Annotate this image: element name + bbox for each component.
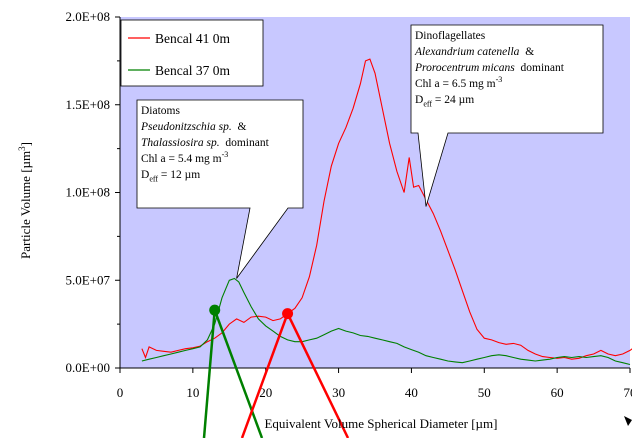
y-tick-label: 0.0E+00 <box>65 360 110 375</box>
dino-chl-text: Chl a = 6.5 mg m <box>415 78 496 90</box>
diatoms-deff: Deff = 12 µm <box>141 167 269 183</box>
legend-label: Bencal 41 0m <box>155 31 230 46</box>
diatoms-annotation: Diatoms Pseudonitzschia sp. & Thalassios… <box>141 103 269 183</box>
diatoms-chl-sup: -3 <box>222 150 229 159</box>
dino-deff: Deff = 24 µm <box>415 92 564 108</box>
y-tick-label: 1.0E+08 <box>65 185 110 200</box>
diatoms-dominant: dominant <box>225 137 268 149</box>
x-tick-label: 40 <box>405 385 418 400</box>
diatoms-species-line-1: Pseudonitzschia sp. & <box>141 119 269 135</box>
diatoms-species-2: Thalassiosira sp. <box>141 137 220 149</box>
x-tick-label: 0 <box>117 385 124 400</box>
diatoms-chl-text: Chl a = 5.4 mg m <box>141 153 222 165</box>
y-axis-label: Particle Volume [µm3] <box>17 142 33 259</box>
diatoms-species-line-2: Thalassiosira sp. dominant <box>141 135 269 151</box>
dino-deff-sub: eff <box>423 99 432 108</box>
diatoms-chl: Chl a = 5.4 mg m-3 <box>141 151 269 167</box>
dino-amp: & <box>525 46 534 58</box>
x-tick-label: 30 <box>332 385 345 400</box>
diatoms-amp: & <box>237 121 246 133</box>
diatoms-species-1: Pseudonitzschia sp. <box>141 121 232 133</box>
dino-deff-value: = 24 µm <box>432 94 474 106</box>
dino-species-line-2: Prorocentrum micans dominant <box>415 60 564 76</box>
x-tick-label: 70 <box>624 385 632 400</box>
x-tick-label: 50 <box>478 385 491 400</box>
legend-label: Bencal 37 0m <box>155 63 230 78</box>
y-tick-label: 1.5E+08 <box>65 97 110 112</box>
corner-arrow-icon <box>624 416 632 426</box>
diatoms-deff-sub: eff <box>149 174 158 183</box>
dino-dominant: dominant <box>521 62 564 74</box>
dino-chl-sup: -3 <box>496 75 503 84</box>
x-tick-label: 60 <box>551 385 564 400</box>
y-tick-label: 2.0E+08 <box>65 9 110 24</box>
y-axis-label-end: ] <box>18 142 33 146</box>
dino-chl: Chl a = 6.5 mg m-3 <box>415 76 564 92</box>
x-tick-label: 10 <box>186 385 199 400</box>
dino-species-1: Alexandrium catenella <box>415 46 519 58</box>
dino-species-2: Prorocentrum micans <box>415 62 515 74</box>
x-axis-label: Equivalent Volume Spherical Diameter [µm… <box>264 416 497 431</box>
dino-title: Dinoflagellates <box>415 28 564 44</box>
dinoflagellates-annotation: Dinoflagellates Alexandrium catenella & … <box>415 28 564 108</box>
dino-species-line-1: Alexandrium catenella & <box>415 44 564 60</box>
green-marker <box>209 305 220 316</box>
y-axis-label-base: Particle Volume [µm <box>18 151 33 259</box>
diatoms-deff-value: = 12 µm <box>158 169 200 181</box>
red-marker <box>282 308 293 319</box>
y-tick-label: 5.0E+07 <box>65 272 110 287</box>
diatoms-title: Diatoms <box>141 103 269 119</box>
